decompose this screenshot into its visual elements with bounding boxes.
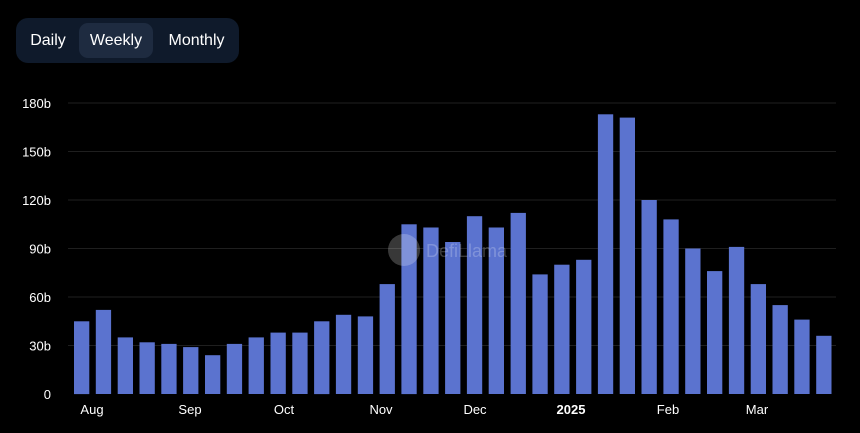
bar[interactable] <box>74 321 90 395</box>
bar[interactable] <box>270 332 286 394</box>
bar[interactable] <box>532 274 548 394</box>
x-tick-label: Aug <box>80 402 103 417</box>
bar[interactable] <box>554 264 570 394</box>
bar[interactable] <box>707 271 723 394</box>
bar[interactable] <box>335 314 352 394</box>
bar[interactable] <box>576 259 592 394</box>
bar[interactable] <box>685 248 701 395</box>
bar[interactable] <box>641 200 657 394</box>
watermark-logo: DefiLlama <box>388 234 508 266</box>
y-tick-label: 60b <box>29 290 51 305</box>
bar[interactable] <box>248 337 264 394</box>
x-tick-label: Mar <box>746 402 769 417</box>
x-tick-label: Sep <box>178 402 201 417</box>
bar[interactable] <box>117 337 133 394</box>
bar[interactable] <box>445 242 461 394</box>
bar[interactable] <box>772 305 788 394</box>
bar[interactable] <box>510 212 526 394</box>
bar[interactable] <box>183 347 199 394</box>
bar[interactable] <box>816 335 832 394</box>
x-tick-label: 2025 <box>557 402 586 417</box>
bar[interactable] <box>161 343 177 394</box>
watermark-text: DefiLlama <box>426 241 508 261</box>
x-tick-label: Dec <box>463 402 487 417</box>
timeframe-toggle: Daily Weekly Monthly <box>16 18 239 63</box>
tab-weekly[interactable]: Weekly <box>79 23 153 58</box>
bar[interactable] <box>728 246 745 394</box>
tab-daily[interactable]: Daily <box>30 32 66 49</box>
bar[interactable] <box>401 224 417 395</box>
y-tick-label: 0 <box>44 387 51 402</box>
bar[interactable] <box>95 309 112 394</box>
bar[interactable] <box>205 355 221 394</box>
bar[interactable] <box>292 332 308 394</box>
bar[interactable] <box>488 227 504 395</box>
bar[interactable] <box>314 321 330 395</box>
bar[interactable] <box>794 319 810 394</box>
x-tick-label: Oct <box>274 402 295 417</box>
bar[interactable] <box>379 284 395 394</box>
bar[interactable] <box>597 114 614 395</box>
bar[interactable] <box>357 316 374 394</box>
bar[interactable] <box>139 342 155 394</box>
y-tick-label: 150b <box>22 145 51 160</box>
y-tick-label: 30b <box>29 339 51 354</box>
bar[interactable] <box>226 343 243 394</box>
bar[interactable] <box>423 227 439 395</box>
y-tick-label: 90b <box>29 242 51 257</box>
y-tick-label: 180b <box>22 96 51 111</box>
tab-monthly[interactable]: Monthly <box>168 32 225 49</box>
y-tick-label: 120b <box>22 193 51 208</box>
bar[interactable] <box>750 284 766 394</box>
x-tick-label: Nov <box>369 402 393 417</box>
bar[interactable] <box>663 219 679 394</box>
x-tick-label: Feb <box>657 402 679 417</box>
bar[interactable] <box>619 117 635 394</box>
bar[interactable] <box>466 216 483 394</box>
